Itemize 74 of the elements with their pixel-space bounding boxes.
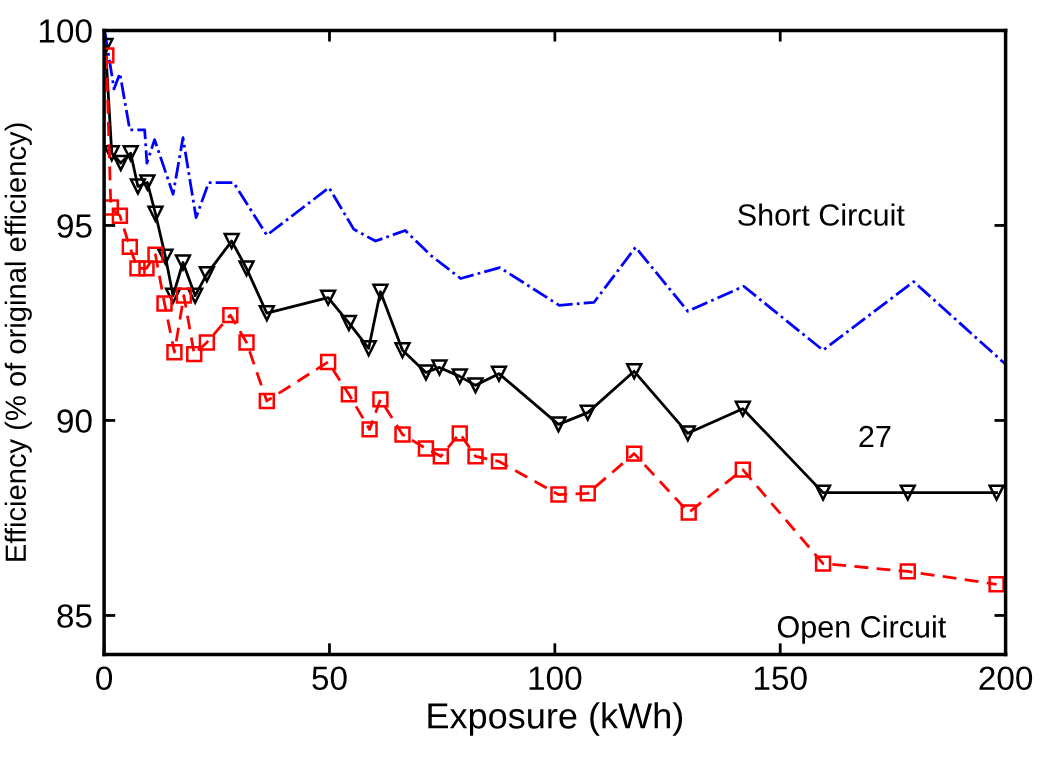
y-tick-label: 95 bbox=[57, 214, 92, 238]
point bbox=[417, 364, 435, 381]
point bbox=[319, 353, 337, 371]
point bbox=[899, 563, 916, 580]
x-tick-label: 0 bbox=[96, 666, 113, 691]
point bbox=[139, 174, 156, 191]
point bbox=[550, 486, 567, 503]
point bbox=[222, 306, 239, 324]
point bbox=[129, 260, 146, 277]
point bbox=[431, 359, 448, 376]
x-tick-label: 100 bbox=[529, 666, 582, 691]
point bbox=[340, 314, 358, 332]
point bbox=[679, 425, 697, 442]
point bbox=[579, 485, 596, 502]
point bbox=[238, 260, 255, 277]
point bbox=[147, 205, 164, 222]
point bbox=[467, 377, 484, 394]
point bbox=[490, 365, 508, 382]
point bbox=[112, 154, 129, 172]
y-axis-title: Efficiency (% of original efficiency) bbox=[4, 123, 32, 561]
point bbox=[734, 461, 752, 478]
y-tick-label: 85 bbox=[57, 604, 92, 628]
point bbox=[319, 289, 337, 306]
point bbox=[238, 334, 255, 351]
point bbox=[122, 145, 139, 162]
point bbox=[451, 368, 468, 385]
point bbox=[734, 400, 752, 417]
point bbox=[625, 445, 643, 462]
x-tick-label: 50 bbox=[312, 666, 347, 691]
point bbox=[104, 199, 120, 216]
point bbox=[340, 386, 358, 403]
annotation: 27 bbox=[859, 425, 891, 448]
y-tick-label: 90 bbox=[57, 409, 92, 433]
point bbox=[121, 238, 138, 256]
point bbox=[198, 266, 216, 283]
point bbox=[988, 484, 1005, 501]
point bbox=[111, 207, 129, 224]
point bbox=[156, 295, 173, 312]
point bbox=[814, 484, 832, 501]
point bbox=[394, 426, 411, 443]
point bbox=[129, 178, 147, 195]
point bbox=[579, 404, 596, 421]
point bbox=[223, 232, 240, 250]
point bbox=[258, 392, 276, 410]
point bbox=[186, 345, 203, 363]
point bbox=[490, 453, 508, 470]
point bbox=[988, 576, 1005, 593]
point bbox=[166, 344, 183, 361]
point bbox=[138, 260, 155, 277]
point bbox=[394, 342, 411, 359]
point bbox=[417, 440, 435, 457]
x-axis-title: Exposure (kWh) bbox=[428, 702, 683, 736]
point bbox=[198, 334, 216, 351]
point bbox=[550, 416, 567, 433]
point bbox=[361, 421, 378, 438]
x-tick-label: 200 bbox=[979, 666, 1033, 691]
point bbox=[467, 448, 484, 465]
point bbox=[899, 484, 916, 501]
point bbox=[258, 305, 276, 322]
point bbox=[372, 283, 389, 300]
y-tick-label: 100 bbox=[39, 19, 92, 43]
annotation: Short Circuit bbox=[738, 203, 905, 226]
point bbox=[372, 391, 389, 408]
point bbox=[432, 448, 450, 465]
point bbox=[625, 363, 643, 380]
point bbox=[814, 555, 832, 572]
point bbox=[174, 254, 192, 271]
point bbox=[175, 287, 193, 304]
annotation: Open Circuit bbox=[777, 615, 947, 644]
point bbox=[360, 340, 377, 357]
point bbox=[451, 425, 468, 442]
point bbox=[147, 246, 164, 263]
x-tick-label: 150 bbox=[754, 666, 807, 691]
point bbox=[680, 504, 697, 521]
